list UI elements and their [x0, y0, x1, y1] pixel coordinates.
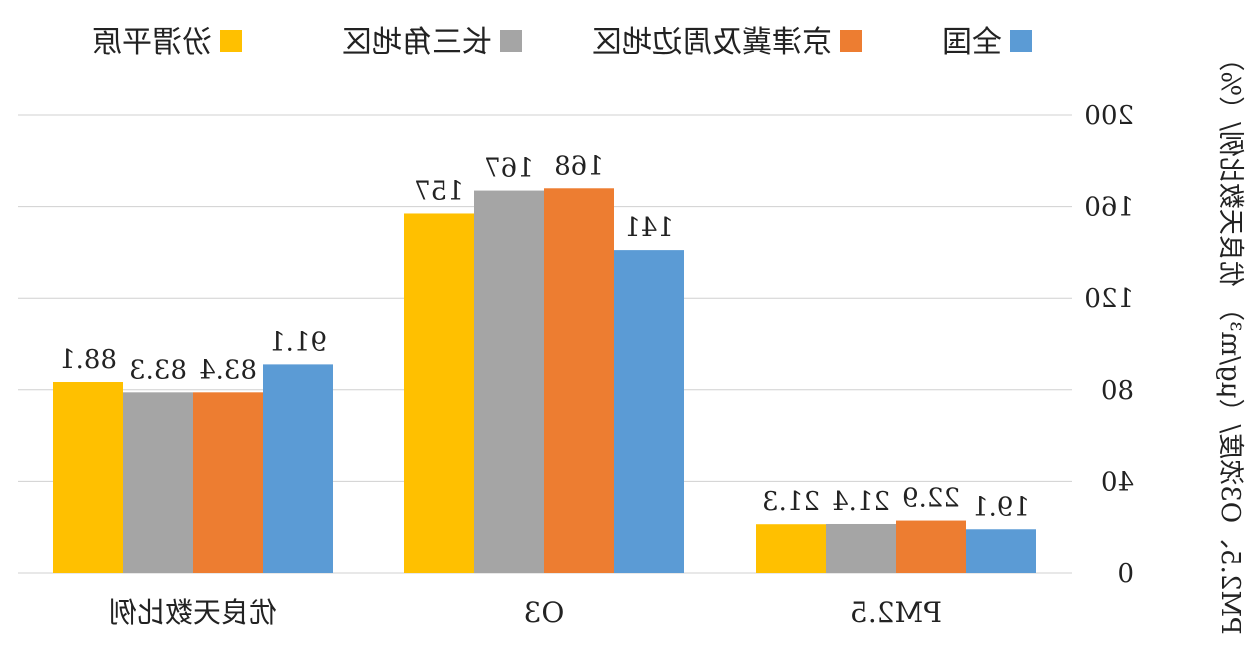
y-axis-title: PM2.5、O3浓度/（μg/m³） 优良天数比例/（%） [1215, 45, 1245, 634]
data-label: 22.9 [902, 484, 960, 514]
data-label: 141 [624, 213, 674, 243]
data-label: 88.1 [59, 345, 117, 375]
category-label: PM2.5 [850, 596, 942, 629]
data-label: 83.4 [199, 355, 257, 385]
data-label: 167 [484, 154, 534, 184]
legend-label: 京津冀及周边地区 [592, 25, 832, 60]
data-label: 83.3 [129, 355, 187, 385]
bar [966, 529, 1036, 573]
legend-swatch [220, 30, 242, 52]
legend-swatch [840, 30, 862, 52]
legend-label: 全国 [942, 25, 1002, 60]
legend-swatch [500, 30, 522, 52]
bar [614, 250, 684, 574]
bar [756, 524, 826, 573]
y-tick-label: 160 [1084, 193, 1134, 223]
bar [474, 190, 544, 573]
y-tick-label: 120 [1084, 284, 1134, 314]
bar [404, 213, 474, 573]
data-label: 91.1 [269, 327, 327, 357]
data-label: 168 [554, 151, 604, 181]
legend-swatch [1010, 30, 1032, 52]
legend-label: 汾渭平原 [92, 25, 212, 60]
y-tick-label: 0 [1117, 559, 1134, 589]
category-label: O3 [524, 596, 565, 629]
bar [123, 392, 193, 573]
bar [896, 520, 966, 573]
data-label: 157 [414, 176, 464, 206]
y-tick-label: 40 [1101, 467, 1134, 497]
legend-label: 长三角地区 [342, 25, 492, 60]
bar [193, 392, 263, 573]
category-label: 优良天数比例 [109, 596, 277, 629]
bar [53, 382, 123, 573]
bar [263, 364, 333, 573]
bar [544, 188, 614, 573]
y-tick-label: 80 [1101, 376, 1134, 406]
bar [826, 523, 896, 573]
data-label: 21.4 [832, 487, 890, 517]
y-tick-label: 200 [1084, 101, 1134, 131]
data-label: 19.1 [972, 492, 1030, 522]
data-label: 21.3 [762, 487, 820, 517]
